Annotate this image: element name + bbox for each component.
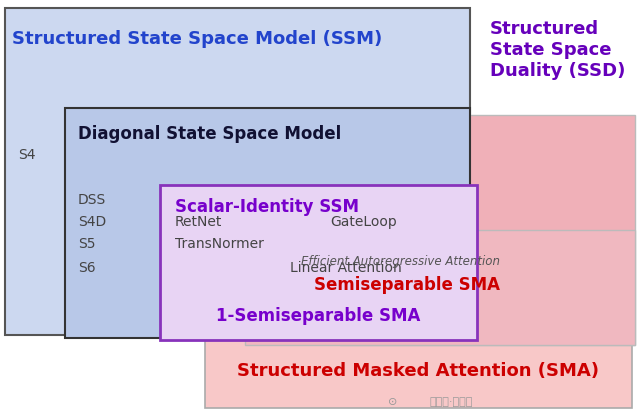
Bar (65, 108, 470, 338)
Bar (245, 230, 635, 345)
Text: Structured State Space Model (SSM): Structured State Space Model (SSM) (12, 30, 382, 48)
Text: Structured
State Space
Duality (SSD): Structured State Space Duality (SSD) (490, 20, 625, 80)
Bar (5, 8, 470, 335)
Text: S4: S4 (18, 148, 35, 162)
Text: DSS: DSS (78, 193, 106, 207)
Text: S5: S5 (78, 237, 95, 251)
Text: GateLoop: GateLoop (330, 215, 397, 229)
Text: Semiseparable SMA: Semiseparable SMA (314, 276, 500, 294)
Text: S4D: S4D (78, 215, 106, 229)
Text: Structured Masked Attention (SMA): Structured Masked Attention (SMA) (237, 362, 599, 380)
Text: Linear Attention: Linear Attention (290, 261, 402, 275)
Bar (205, 338, 632, 408)
Text: 公众号·量子位: 公众号·量子位 (430, 397, 474, 407)
Text: 1-Semiseparable SMA: 1-Semiseparable SMA (216, 307, 420, 325)
Text: Diagonal State Space Model: Diagonal State Space Model (78, 125, 341, 143)
Text: Scalar-Identity SSM: Scalar-Identity SSM (175, 198, 359, 216)
Text: ⊙: ⊙ (388, 397, 397, 407)
Bar (340, 115, 635, 345)
Text: TransNormer: TransNormer (175, 237, 264, 251)
Text: Efficient Autoregressive Attention: Efficient Autoregressive Attention (301, 256, 500, 269)
Text: RetNet: RetNet (175, 215, 222, 229)
Text: S6: S6 (78, 261, 95, 275)
Bar (160, 185, 477, 340)
